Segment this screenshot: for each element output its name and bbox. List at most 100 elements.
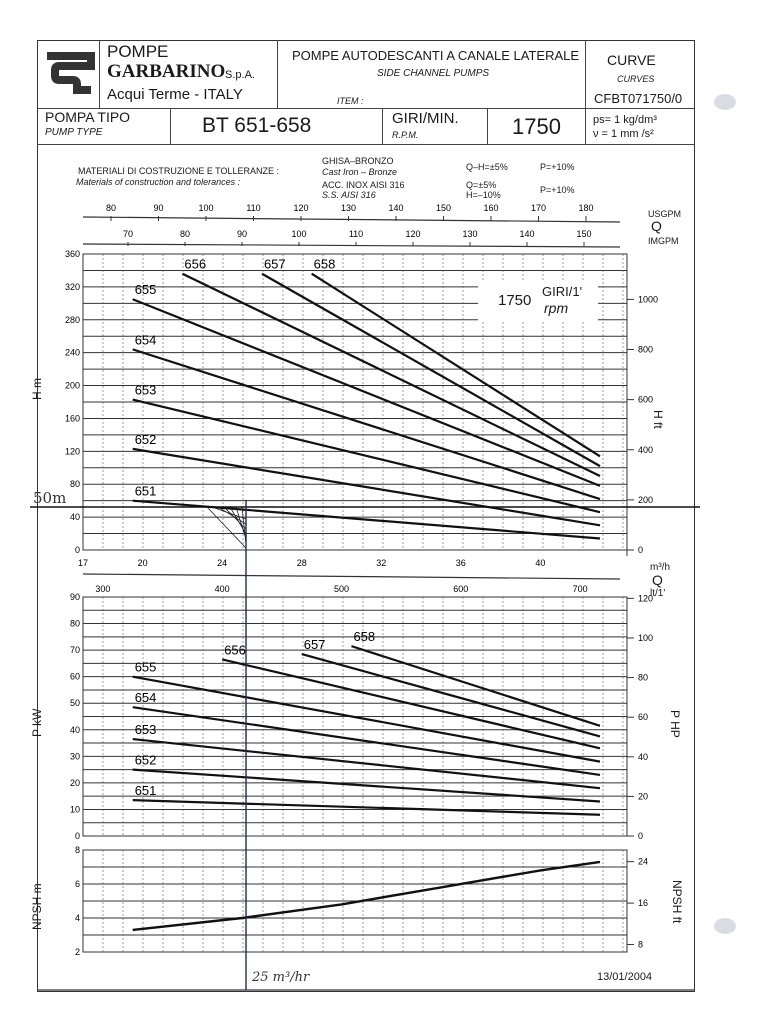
punch-hole-icon	[714, 94, 736, 110]
title-it: POMPE AUTODESCANTI A CANALE LATERALE	[292, 48, 580, 63]
q-label: Q	[651, 218, 662, 234]
head-curve-653	[132, 398, 601, 514]
head-curve-657	[261, 272, 601, 468]
rpm-it: GIRI/MIN.	[392, 110, 459, 127]
svg-text:654: 654	[135, 690, 157, 705]
date-label: 13/01/2004	[597, 971, 653, 983]
svg-text:16: 16	[638, 898, 648, 908]
curve-en: CURVES	[617, 74, 655, 84]
svg-text:651: 651	[135, 484, 157, 499]
q2-label: Q	[652, 572, 663, 588]
svg-text:90: 90	[153, 203, 163, 213]
svg-text:70: 70	[123, 229, 133, 239]
datasheet	[37, 40, 695, 992]
svg-text:130: 130	[462, 229, 477, 239]
power-curve-658	[351, 645, 601, 727]
title-en: SIDE CHANNEL PUMPS	[377, 68, 490, 79]
svg-text:8: 8	[638, 940, 643, 950]
power-curve-656	[221, 658, 601, 750]
svg-text:90: 90	[237, 229, 247, 239]
svg-text:200: 200	[65, 381, 80, 391]
pump-type-en: PUMP TYPE	[45, 127, 103, 138]
svg-text:656: 656	[224, 642, 246, 657]
pump-type-value: BT 651-658	[202, 114, 312, 137]
pump-type-it: POMPA TIPO	[45, 109, 131, 125]
svg-text:120: 120	[293, 203, 308, 213]
hatched-area	[206, 506, 247, 550]
svg-text:0: 0	[638, 831, 643, 841]
svg-text:120: 120	[65, 446, 80, 456]
svg-text:40: 40	[638, 752, 648, 762]
svg-text:140: 140	[388, 203, 403, 213]
svg-text:0: 0	[638, 545, 643, 555]
material-row2-it: ACC. INOX AISI 316	[322, 180, 405, 190]
imgpm-label: IMGPM	[648, 236, 679, 246]
tol-row2-q: Q=±5%	[466, 180, 497, 190]
head-curve-656	[181, 272, 601, 477]
svg-text:300: 300	[95, 584, 110, 594]
svg-text:700: 700	[573, 584, 588, 594]
svg-text:800: 800	[638, 345, 653, 355]
speed-box: 1750 GIRI/1' rpm	[478, 280, 598, 322]
head-curve-652	[132, 447, 601, 527]
handwritten-flow-annotation: 25 m³/hr	[252, 970, 310, 985]
materials-label-it: MATERIALI DI COSTRUZIONE E TOLLERANZE :	[78, 166, 280, 176]
svg-text:160: 160	[483, 203, 498, 213]
tol-row2-p: P=+10%	[540, 185, 575, 195]
npsh-m-label: NPSH m	[30, 883, 44, 930]
power-curve-654	[132, 706, 601, 777]
svg-text:600: 600	[638, 395, 653, 405]
svg-text:100: 100	[638, 633, 653, 643]
imgpm-axis	[82, 243, 621, 248]
brand-suffix: S.p.A.	[225, 69, 255, 81]
svg-text:651: 651	[135, 783, 157, 798]
svg-text:80: 80	[638, 673, 648, 683]
svg-text:80: 80	[70, 619, 80, 629]
svg-text:17: 17	[78, 558, 88, 568]
svg-text:657: 657	[304, 637, 326, 652]
svg-text:2: 2	[75, 947, 80, 957]
head-curve-655	[132, 298, 601, 487]
tol-row1-p: P=+10%	[540, 162, 575, 172]
svg-text:654: 654	[135, 332, 157, 347]
p-hp-label: P HP	[668, 710, 682, 738]
density: ps= 1 kg/dm³	[593, 114, 657, 126]
speed-unit-en: rpm	[544, 300, 569, 316]
h-ft-label: H ft	[651, 410, 665, 429]
svg-text:320: 320	[65, 282, 80, 292]
svg-text:655: 655	[135, 282, 157, 297]
svg-text:10: 10	[70, 804, 80, 814]
svg-text:160: 160	[65, 413, 80, 423]
svg-text:70: 70	[70, 645, 80, 655]
svg-text:360: 360	[65, 249, 80, 259]
svg-text:90: 90	[70, 592, 80, 602]
power-curve-655	[132, 675, 601, 763]
svg-text:28: 28	[297, 558, 307, 568]
svg-text:658: 658	[353, 629, 375, 644]
svg-text:600: 600	[453, 584, 468, 594]
svg-text:120: 120	[405, 229, 420, 239]
svg-text:656: 656	[184, 257, 206, 272]
header: POMPE GARBARINO S.p.A. Acqui Terme - ITA…	[37, 40, 695, 145]
svg-text:80: 80	[70, 479, 80, 489]
svg-text:40: 40	[535, 558, 545, 568]
svg-text:657: 657	[264, 257, 286, 272]
usgpm-label: USGPM	[648, 209, 682, 219]
svg-text:140: 140	[519, 229, 534, 239]
svg-text:36: 36	[456, 558, 466, 568]
curve-code: CFBT071750/0	[594, 91, 683, 106]
lmin-axis	[82, 573, 621, 580]
materials-label-en: Materials of construction and tolerances…	[76, 177, 241, 187]
material-row2-en: S.S. AISI 316	[322, 190, 376, 200]
svg-text:40: 40	[70, 512, 80, 522]
rpm-en: R.P.M.	[392, 130, 419, 140]
speed-value: 1750	[498, 292, 532, 309]
svg-text:30: 30	[70, 751, 80, 761]
svg-text:8: 8	[75, 845, 80, 855]
punch-hole-icon	[714, 918, 736, 934]
handwritten-head-annotation: 50m	[33, 489, 67, 507]
power-curve-657	[301, 653, 601, 738]
material-row1-it: GHISA–BRONZO	[322, 156, 394, 166]
tol-row2-h: H=–10%	[466, 190, 501, 200]
